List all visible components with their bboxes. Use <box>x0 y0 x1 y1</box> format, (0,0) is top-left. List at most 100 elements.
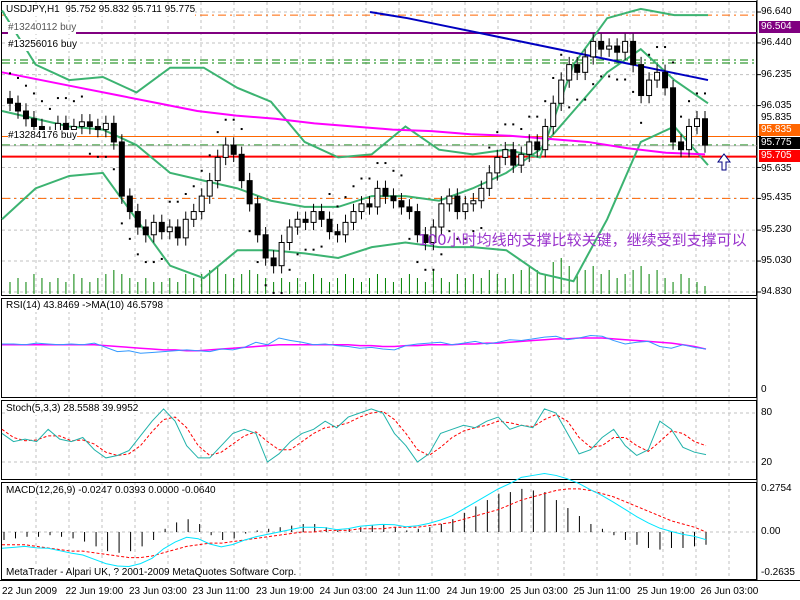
sar-dot <box>256 261 259 264</box>
candle-body <box>406 206 413 213</box>
time-axis-label: 24 Jun 03:00 <box>319 586 378 597</box>
sar-dot <box>400 174 403 177</box>
candle-body <box>398 200 405 208</box>
sar-dot <box>232 118 235 121</box>
candle-body <box>622 40 629 53</box>
bollinger-middle <box>1 47 709 208</box>
time-axis-label: 22 Jun 19:00 <box>65 586 124 597</box>
stoch-signal-line <box>1 410 707 457</box>
candle-body <box>526 141 533 155</box>
sar-dot <box>384 162 387 165</box>
sar-dot <box>696 92 699 95</box>
candle-body <box>270 257 277 267</box>
sar-dot <box>704 92 706 95</box>
sar-dot <box>344 196 347 199</box>
candle-body <box>30 118 37 127</box>
candle-body <box>254 203 261 236</box>
sar-dot <box>672 61 675 64</box>
sar-dot <box>152 261 155 264</box>
candle-body <box>638 64 645 97</box>
candle-body <box>350 211 357 223</box>
stoch-label: Stoch(5,3,3) 28.5588 39.9952 <box>6 403 139 415</box>
sar-dot <box>576 98 579 101</box>
candle-body <box>7 98 13 104</box>
sar-dot <box>536 115 539 118</box>
candle-body <box>566 64 573 81</box>
sar-dot <box>128 237 131 240</box>
candle-body <box>430 226 437 243</box>
time-axis-label: 23 Jun 03:00 <box>129 586 187 597</box>
stoch-axis-label: 80 <box>761 407 773 418</box>
candle-body <box>558 79 565 104</box>
candle-body <box>118 141 125 197</box>
stoch-main-line <box>1 408 707 463</box>
candle-body <box>286 226 293 243</box>
candle-body <box>550 102 557 127</box>
price-axis-label: 95.635 <box>761 163 792 174</box>
symbol-title: USDJPY,H1 95.752 95.832 95.711 95.775 <box>6 4 196 16</box>
price-axis-label: 94.830 <box>761 286 792 297</box>
sar-dot <box>104 155 107 158</box>
sar-dot <box>296 253 299 256</box>
sar-dot <box>64 97 67 100</box>
candle-body <box>230 144 237 155</box>
candle-body <box>630 40 637 66</box>
order-label[interactable]: #13256016 buy <box>8 39 77 51</box>
candle-body <box>494 156 501 174</box>
order-label[interactable]: #13240112 buy <box>8 22 77 34</box>
candle-body <box>510 149 517 166</box>
price-axis-label: 95.435 <box>761 192 792 204</box>
sar-dot <box>192 185 195 188</box>
candle-body <box>542 125 549 151</box>
candle-body <box>382 187 389 197</box>
sar-dot <box>472 230 475 233</box>
sar-dot <box>136 253 139 256</box>
sar-dot <box>328 192 331 195</box>
pane-border <box>1 482 757 580</box>
time-axis-label: 25 Jun 19:00 <box>637 586 695 597</box>
level-price-tag: 95.835 <box>759 124 800 136</box>
moving-average-100 <box>1 71 706 156</box>
candle-body <box>86 121 93 127</box>
candle-body <box>326 218 333 233</box>
order-label[interactable]: #13284176 buy <box>8 130 77 142</box>
sar-dot <box>584 98 587 101</box>
sar-dot <box>184 192 187 195</box>
sar-dot <box>560 53 563 56</box>
candle-body <box>462 203 469 213</box>
sar-dot <box>288 268 291 271</box>
moving-average-200 <box>369 11 709 82</box>
sar-dot <box>160 257 163 260</box>
candle-body <box>334 231 341 236</box>
sar-dot <box>24 84 27 87</box>
time-axis-label: 22 Jun 2009 <box>2 586 58 597</box>
candle-body <box>574 64 581 73</box>
sar-dot <box>48 107 51 110</box>
rsi-ma-line <box>2 337 707 352</box>
candle-body <box>126 195 133 213</box>
sar-dot <box>144 261 147 264</box>
sar-dot <box>568 106 571 109</box>
candle-body <box>654 71 661 81</box>
candle-body <box>70 125 77 131</box>
sar-dot <box>504 123 507 126</box>
candle-body <box>678 141 685 151</box>
sar-dot <box>632 90 635 93</box>
sar-dot <box>488 146 491 149</box>
price-axis-label: 95.835 <box>761 112 792 123</box>
candle-body <box>278 241 285 267</box>
sar-dot <box>272 292 275 294</box>
sar-dot <box>392 169 395 172</box>
candle-body <box>446 195 453 205</box>
candle-body <box>470 200 477 205</box>
candle-body <box>262 234 269 259</box>
candle-body <box>486 172 493 189</box>
price-axis-label: 96.035 <box>761 99 792 111</box>
candle-body <box>454 195 461 213</box>
sar-dot <box>456 237 459 240</box>
sar-dot <box>168 200 171 203</box>
sar-dot <box>416 261 419 264</box>
candle-body <box>294 218 301 228</box>
sar-dot <box>616 78 619 81</box>
